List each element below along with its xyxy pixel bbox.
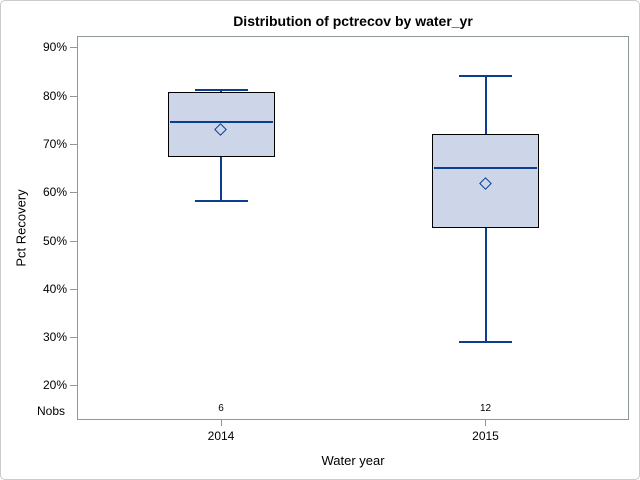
- y-tick-mark: [70, 337, 77, 339]
- upper-whisker-cap: [194, 88, 248, 91]
- lower-whisker-line: [484, 227, 487, 342]
- y-tick-label: 60%: [42, 185, 67, 200]
- upper-whisker-cap: [459, 74, 512, 77]
- chart-title: Distribution of pctrecov by water_yr: [233, 13, 473, 29]
- x-axis-title: Water year: [321, 453, 385, 468]
- y-tick-mark: [70, 192, 77, 194]
- upper-whisker-line: [220, 89, 222, 93]
- y-tick-label: 70%: [42, 136, 67, 151]
- x-tick-mark: [485, 420, 486, 426]
- y-axis-title: Pct Recovery: [13, 189, 29, 267]
- median-line: [434, 167, 537, 170]
- lower-whisker-cap: [194, 199, 248, 202]
- y-tick-mark: [70, 240, 77, 242]
- y-tick-mark: [70, 288, 77, 290]
- lower-whisker-line: [220, 156, 222, 201]
- nobs-value: 12: [479, 403, 492, 414]
- lower-whisker-cap: [459, 340, 512, 343]
- x-tick-mark: [220, 420, 222, 426]
- y-tick-mark: [70, 385, 77, 387]
- y-tick-label: 40%: [42, 281, 67, 296]
- y-tick-label: 30%: [42, 330, 67, 345]
- y-tick-mark: [70, 95, 77, 97]
- y-tick-label: 80%: [42, 88, 67, 103]
- y-tick-mark: [70, 47, 77, 49]
- y-tick-label: 20%: [42, 378, 67, 393]
- nobs-row-label: Nobs: [36, 404, 65, 418]
- median-line: [169, 121, 273, 124]
- y-tick-label: 50%: [42, 233, 67, 248]
- y-tick-mark: [70, 143, 77, 145]
- iqr-box: [432, 133, 539, 228]
- upper-whisker-line: [484, 75, 487, 134]
- iqr-box: [167, 92, 275, 157]
- x-category-label: 2015: [472, 429, 499, 443]
- nobs-value: 6: [218, 403, 224, 414]
- x-category-label: 2014: [207, 429, 235, 443]
- y-tick-label: 90%: [42, 40, 67, 55]
